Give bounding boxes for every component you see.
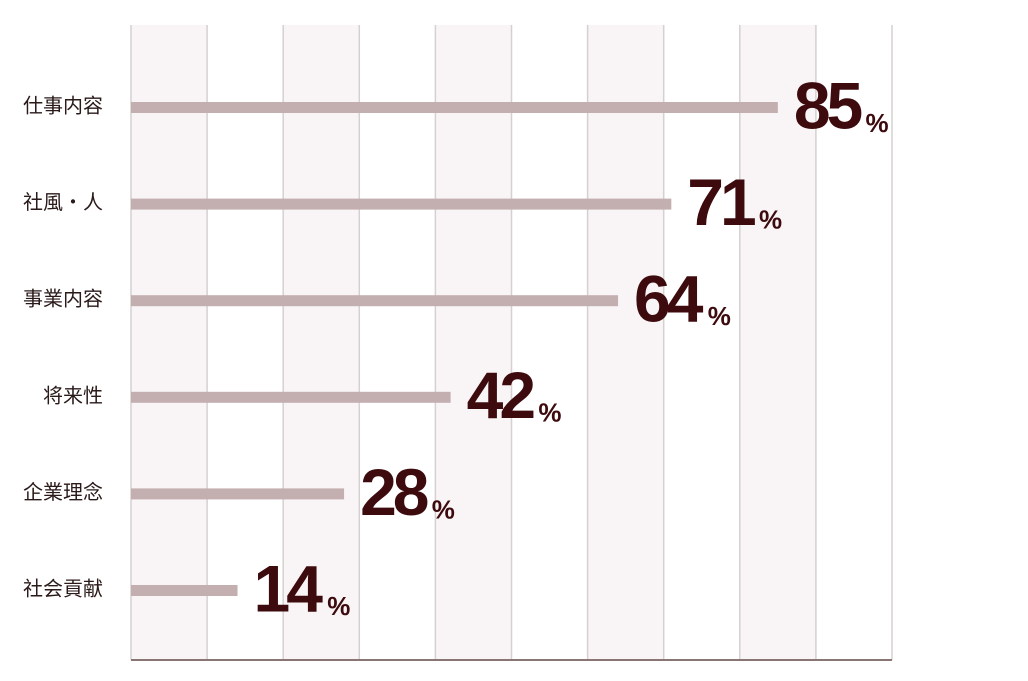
category-label: 社会貢献 — [23, 577, 103, 601]
value-unit: % — [866, 108, 889, 138]
category-label: 事業内容 — [23, 287, 103, 311]
category-label: 企業理念 — [23, 480, 103, 504]
value-unit: % — [538, 398, 561, 428]
value-unit: % — [759, 204, 782, 234]
column-shade — [739, 25, 816, 660]
category-label: 将来性 — [43, 383, 103, 407]
category-label: 社風・人 — [23, 190, 103, 214]
column-shade — [283, 25, 360, 660]
category-label: 仕事内容 — [23, 94, 103, 118]
column-shade — [587, 25, 664, 660]
column-shade — [435, 25, 512, 660]
bar — [131, 488, 345, 500]
bar — [131, 295, 619, 307]
value-label: 42 — [467, 358, 535, 432]
column-shade — [131, 25, 208, 660]
bar — [131, 585, 238, 596]
bar — [131, 102, 778, 113]
value-unit: % — [327, 591, 350, 621]
bar — [131, 198, 672, 210]
value-label: 85 — [794, 68, 862, 142]
value-label: 14 — [254, 551, 324, 625]
value-unit: % — [708, 301, 731, 331]
value-label: 64 — [634, 262, 704, 336]
value-unit: % — [432, 494, 455, 524]
value-label: 71 — [687, 165, 755, 239]
bar — [131, 391, 451, 403]
value-label: 28 — [360, 455, 428, 529]
